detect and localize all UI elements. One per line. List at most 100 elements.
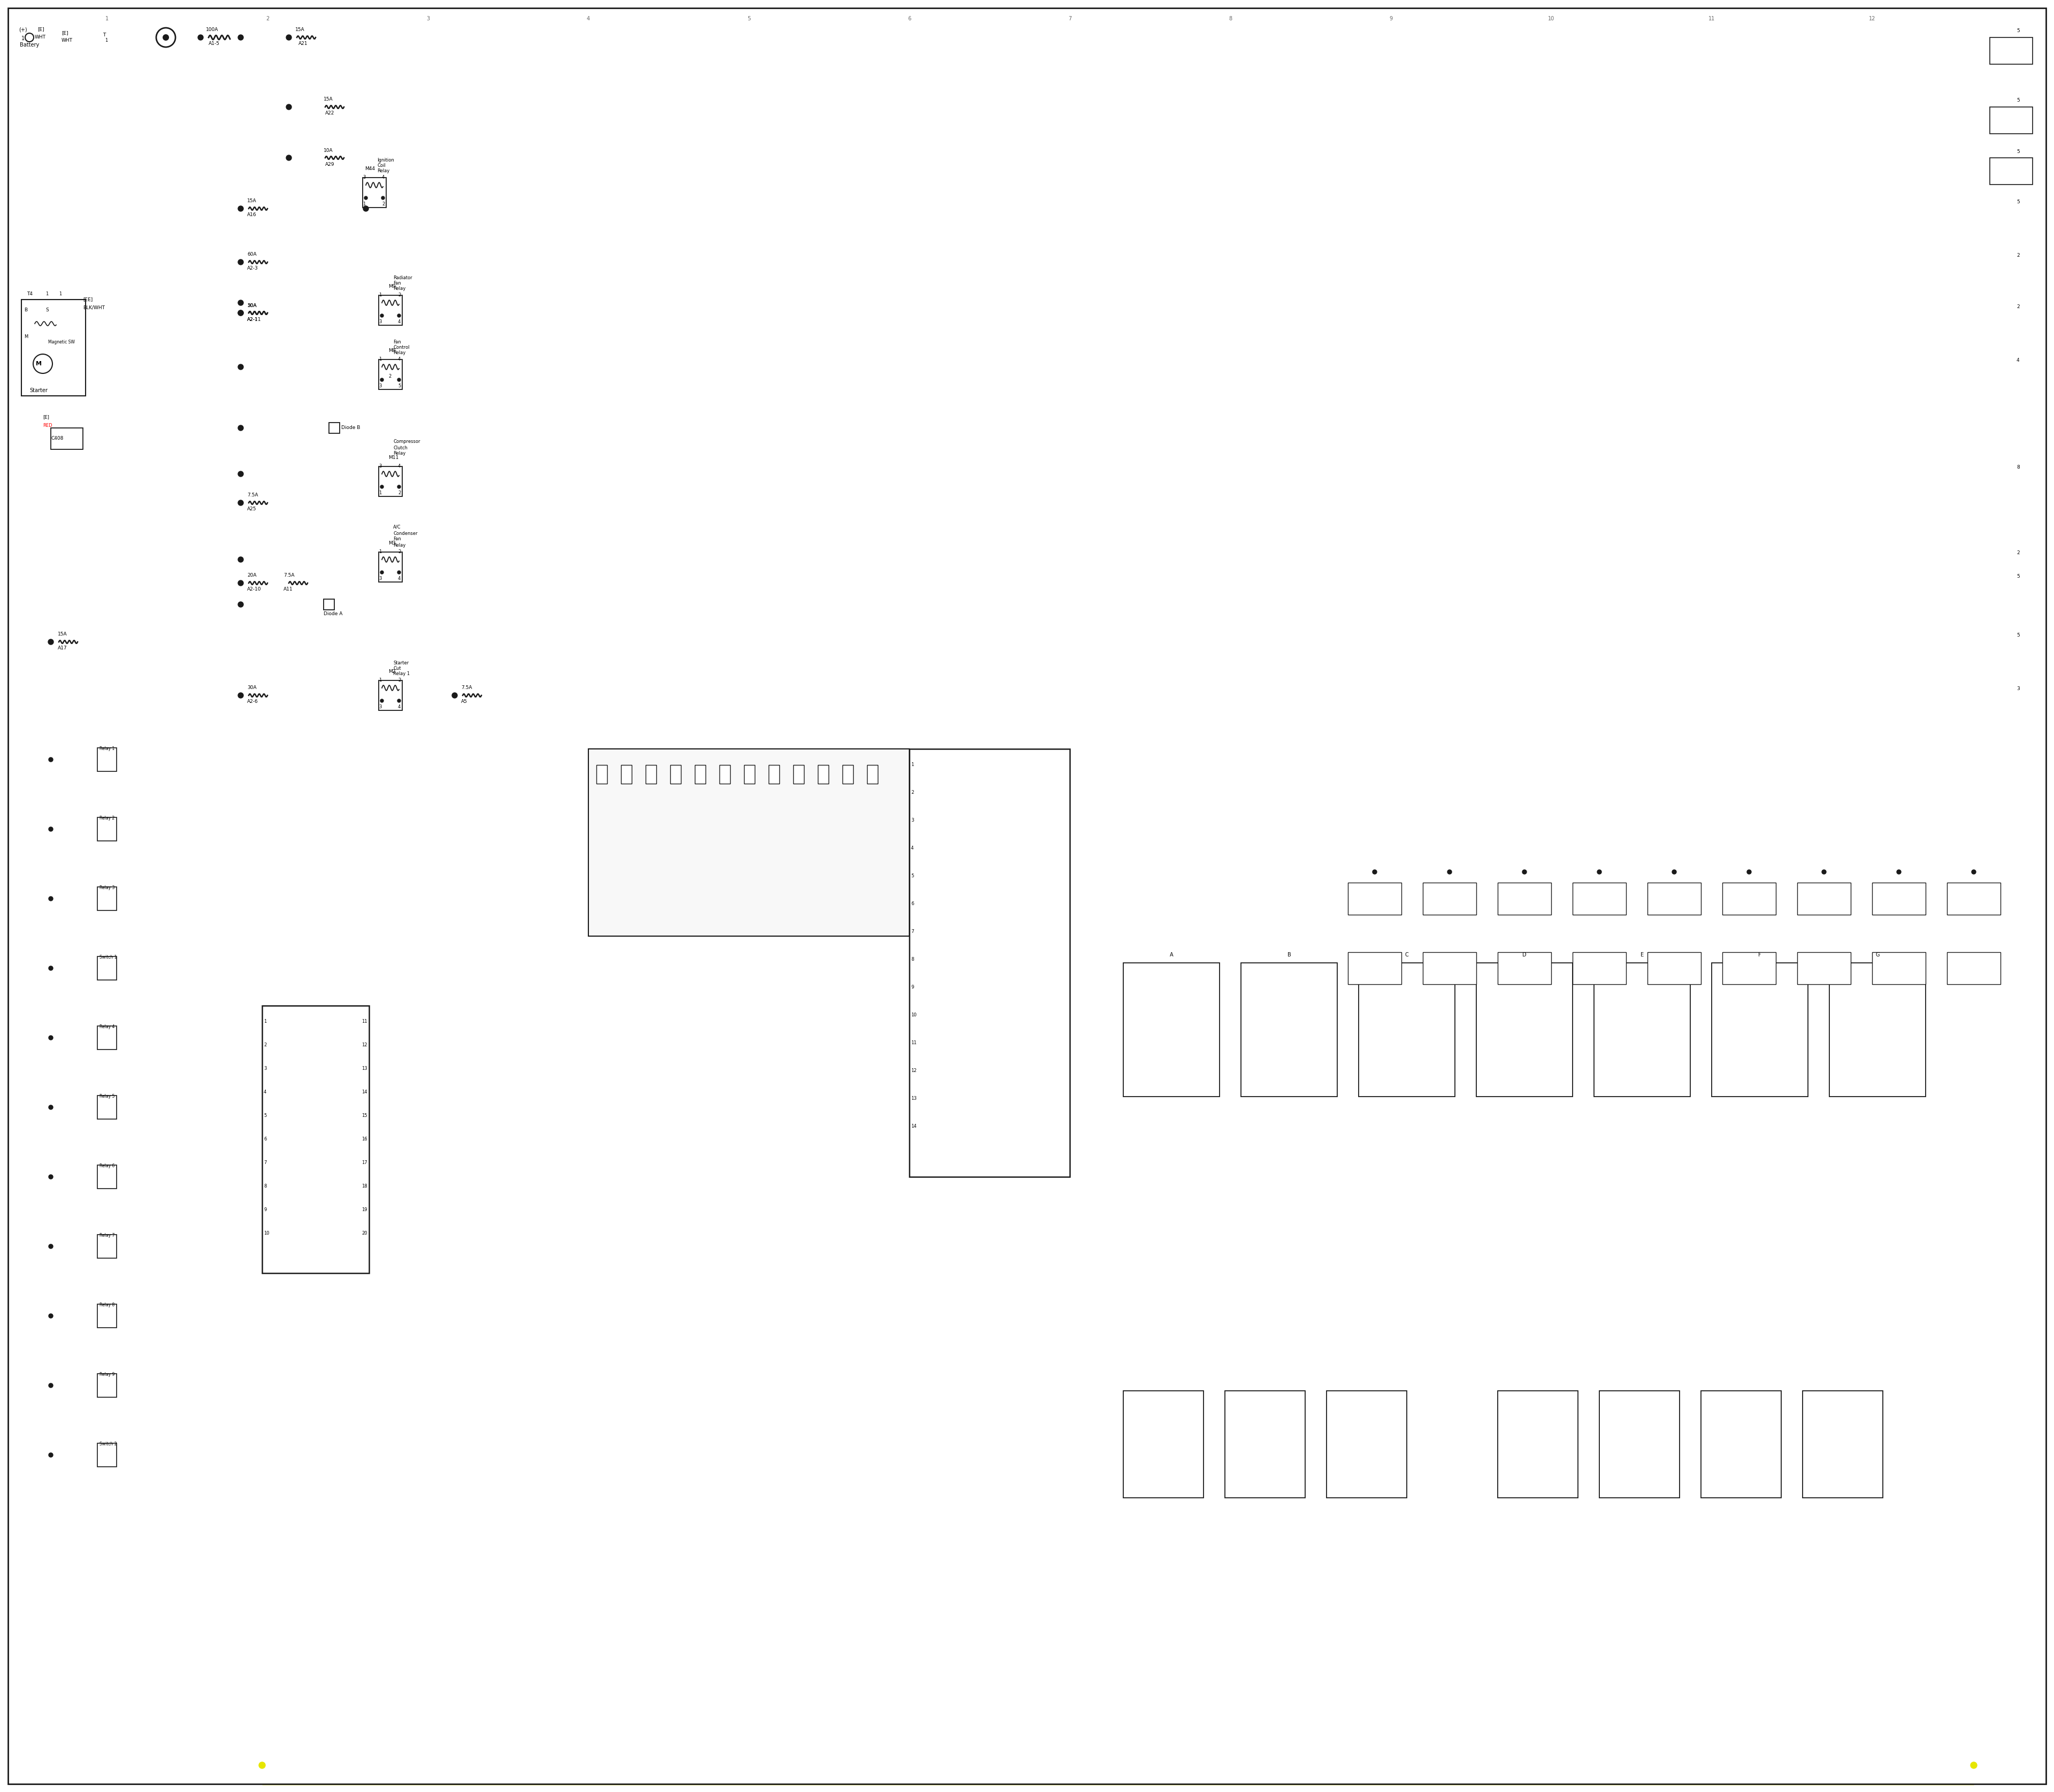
Circle shape [49, 966, 53, 969]
Text: C408: C408 [51, 435, 64, 441]
Text: 2: 2 [398, 491, 401, 496]
Bar [97, 1374, 117, 1398]
Bar [1347, 952, 1401, 984]
Bar [768, 765, 778, 783]
Text: 11: 11 [362, 1020, 368, 1023]
Text: 15A: 15A [296, 27, 304, 32]
Text: 4: 4 [2017, 358, 2019, 364]
Text: 4: 4 [398, 464, 401, 470]
Bar [1594, 962, 1690, 1097]
Circle shape [1598, 869, 1602, 874]
Text: A2-1: A2-1 [246, 317, 259, 323]
Circle shape [380, 314, 384, 317]
Bar [1358, 962, 1454, 1097]
Text: 30A: 30A [246, 686, 257, 690]
Text: Ignition: Ignition [378, 158, 394, 163]
Text: Condenser: Condenser [392, 530, 417, 536]
Text: [E]: [E] [37, 27, 45, 32]
Text: 5: 5 [748, 16, 750, 22]
Circle shape [238, 260, 242, 265]
Text: M11: M11 [388, 455, 398, 461]
Text: Magnetic SW: Magnetic SW [47, 340, 74, 344]
Circle shape [1448, 869, 1452, 874]
Text: 1: 1 [21, 36, 25, 41]
Text: 10: 10 [263, 1231, 269, 1236]
Circle shape [1522, 869, 1526, 874]
Text: 5: 5 [2017, 99, 2019, 102]
Text: 7.5A: 7.5A [460, 686, 472, 690]
Text: 60A: 60A [246, 253, 257, 256]
Text: Diode B: Diode B [341, 425, 359, 430]
Text: 20A: 20A [246, 573, 257, 579]
Bar [793, 765, 803, 783]
Text: 8: 8 [263, 1185, 267, 1188]
Bar [97, 1443, 117, 1468]
Circle shape [238, 34, 242, 39]
Text: 2: 2 [2017, 305, 2019, 308]
Text: 5: 5 [2017, 29, 2019, 34]
Text: 15A: 15A [246, 199, 257, 204]
Text: 9: 9 [263, 1208, 267, 1213]
Bar [329, 423, 339, 434]
Text: 7.5A: 7.5A [246, 493, 259, 498]
Circle shape [238, 310, 242, 315]
Bar [1871, 952, 1927, 984]
Bar [596, 765, 608, 783]
Text: 8: 8 [910, 957, 914, 962]
Text: (+): (+) [18, 27, 27, 32]
Bar [1423, 883, 1477, 914]
Bar [1647, 952, 1701, 984]
Circle shape [286, 34, 292, 39]
Bar [1347, 883, 1401, 914]
Bar [817, 765, 828, 783]
Text: [E]: [E] [43, 414, 49, 419]
Text: A1-5: A1-5 [210, 41, 220, 47]
Bar [378, 552, 403, 582]
Text: 4: 4 [398, 704, 401, 710]
Text: Starter: Starter [392, 661, 409, 665]
Circle shape [47, 640, 53, 645]
Bar [1701, 1391, 1781, 1498]
Text: F: F [1758, 952, 1762, 957]
Text: Fan: Fan [392, 340, 401, 344]
Text: M: M [25, 335, 29, 339]
Bar [1573, 883, 1627, 914]
Text: M: M [35, 360, 41, 366]
Text: 13: 13 [910, 1097, 916, 1100]
Bar [97, 1235, 117, 1258]
Text: 12: 12 [362, 1043, 368, 1048]
Bar [1423, 952, 1477, 984]
Circle shape [238, 694, 242, 699]
Circle shape [382, 197, 384, 199]
Text: Switch 1: Switch 1 [99, 955, 117, 961]
Circle shape [396, 314, 401, 317]
Text: A: A [1169, 952, 1173, 957]
Text: 20: 20 [362, 1231, 368, 1236]
Text: 50A: 50A [246, 303, 257, 308]
Bar [1497, 1391, 1577, 1498]
Bar [620, 765, 633, 783]
Circle shape [49, 1314, 53, 1319]
Text: G: G [1875, 952, 1879, 957]
Text: 3: 3 [427, 16, 429, 22]
Bar [1871, 883, 1927, 914]
Bar [1497, 883, 1551, 914]
Circle shape [1748, 869, 1752, 874]
Circle shape [364, 197, 368, 199]
Circle shape [49, 1176, 53, 1179]
Circle shape [1972, 869, 1976, 874]
Text: 4: 4 [382, 176, 384, 179]
Circle shape [396, 378, 401, 382]
Bar [364, 177, 386, 208]
Bar [1797, 883, 1851, 914]
Circle shape [286, 156, 292, 161]
Text: 2: 2 [263, 1043, 267, 1048]
Circle shape [238, 206, 242, 211]
Circle shape [238, 581, 242, 586]
Text: Diode A: Diode A [325, 611, 343, 616]
Bar [1711, 962, 1808, 1097]
Text: A21: A21 [298, 41, 308, 47]
Text: Compressor: Compressor [392, 439, 421, 444]
Text: Coil: Coil [378, 163, 386, 168]
Text: B: B [1288, 952, 1290, 957]
